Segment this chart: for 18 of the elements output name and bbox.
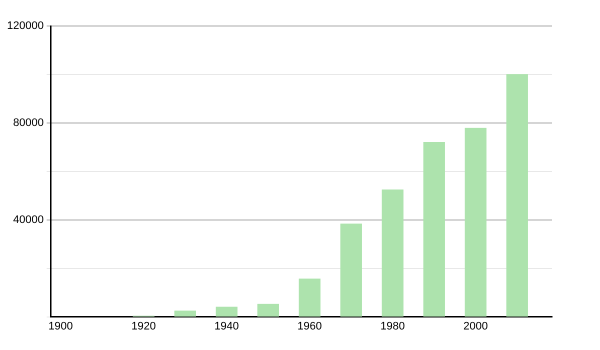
x-tick-label: 1940 — [214, 320, 239, 332]
bar — [257, 304, 279, 317]
bar — [464, 128, 486, 317]
bar — [216, 306, 238, 317]
y-tick-label: 40000 — [13, 214, 44, 226]
bar — [506, 74, 528, 317]
bar — [423, 142, 445, 317]
bar — [174, 310, 196, 317]
y-tick-label: 80000 — [13, 116, 44, 129]
bar — [340, 224, 362, 317]
bar — [298, 278, 320, 317]
bar — [382, 189, 404, 317]
x-tick-label: 2000 — [463, 320, 488, 332]
x-tick-label: 1960 — [297, 320, 322, 332]
x-tick-label: 1980 — [380, 320, 405, 332]
y-tick-label: 120000 — [6, 20, 44, 32]
x-tick-label: 1900 — [48, 320, 73, 332]
x-tick-label: 1920 — [131, 320, 156, 332]
